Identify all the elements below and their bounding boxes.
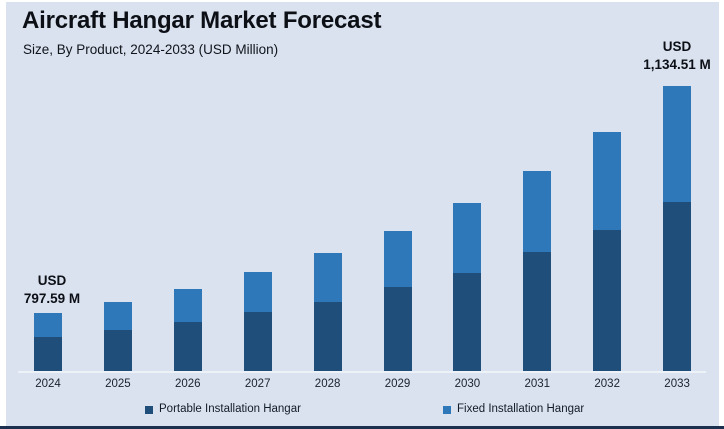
bar-segment-portable-2033	[663, 202, 692, 372]
x-axis-label-2026: 2026	[175, 378, 201, 390]
bar-2025	[103, 302, 132, 372]
legend-label-fixed: Fixed Installation Hangar	[457, 403, 585, 415]
bar-2029	[383, 231, 412, 372]
x-axis-label-2025: 2025	[105, 378, 131, 390]
bar-2024	[34, 313, 62, 372]
bottom-edge-divider	[0, 426, 724, 429]
x-axis-label-2030: 2030	[454, 378, 481, 390]
legend-label-portable: Portable Installation Hangar	[159, 403, 301, 415]
bar-segment-fixed-2032	[593, 132, 622, 230]
bar-segment-portable-2024	[34, 337, 62, 372]
chart-subtitle: Size, By Product, 2024-2033 (USD Million…	[23, 42, 279, 57]
bar-segment-fixed-2024	[34, 313, 62, 337]
x-axis-label-2033: 2033	[664, 378, 690, 390]
bar-segment-fixed-2029	[383, 231, 412, 287]
chart-title: Aircraft Hangar Market Forecast	[22, 7, 382, 34]
x-axis-label-2029: 2029	[384, 378, 411, 390]
bar-segment-portable-2028	[313, 302, 342, 372]
bar-segment-portable-2025	[103, 330, 132, 372]
bar-segment-portable-2030	[453, 273, 482, 372]
value-annotation-2024-amount: 797.59 M	[23, 291, 81, 306]
bar-segment-fixed-2025	[103, 302, 132, 330]
value-annotation-2024: USD 797.59 M	[0, 272, 107, 308]
x-axis-baseline	[18, 371, 706, 373]
bar-segment-portable-2031	[523, 252, 552, 372]
value-annotation-2033: USD 1,134.51 M	[622, 38, 724, 74]
bar-segment-fixed-2027	[243, 272, 272, 312]
bar-2028	[313, 253, 342, 372]
x-axis-labels: 2024 2025 2026 2027 2028 2029 2030 2031 2032 2033	[0, 378, 724, 394]
x-axis-label-2031: 2031	[524, 378, 551, 390]
bar-2030	[453, 203, 482, 372]
legend-swatch-portable-icon	[145, 405, 153, 414]
bar-segment-fixed-2031	[523, 171, 552, 252]
bar-2031	[523, 171, 552, 372]
bar-segment-portable-2029	[383, 287, 412, 372]
bar-segment-portable-2027	[243, 312, 272, 372]
value-annotation-2024-currency: USD	[37, 273, 67, 288]
bar-segment-portable-2032	[593, 230, 622, 372]
x-axis-label-2028: 2028	[314, 378, 341, 390]
bar-2026	[173, 289, 202, 372]
legend-item-fixed: Fixed Installation Hangar	[443, 403, 584, 415]
bar-segment-portable-2026	[173, 322, 202, 372]
value-annotation-2033-amount: 1,134.51 M	[643, 57, 711, 72]
legend-item-portable: Portable Installation Hangar	[145, 403, 301, 415]
bar-segment-fixed-2028	[313, 253, 342, 302]
x-axis-label-2032: 2032	[594, 378, 620, 390]
legend-swatch-fixed-icon	[443, 405, 451, 414]
bar-segment-fixed-2026	[173, 289, 202, 322]
plot-area	[34, 86, 692, 372]
bar-2027	[243, 272, 272, 372]
bar-segment-fixed-2030	[453, 203, 482, 273]
bar-segment-fixed-2033	[663, 86, 692, 202]
bar-2032	[593, 132, 622, 372]
x-axis-label-2027: 2027	[244, 378, 271, 390]
bar-2033	[663, 86, 692, 372]
value-annotation-2033-currency: USD	[662, 39, 692, 54]
x-axis-label-2024: 2024	[35, 378, 61, 390]
